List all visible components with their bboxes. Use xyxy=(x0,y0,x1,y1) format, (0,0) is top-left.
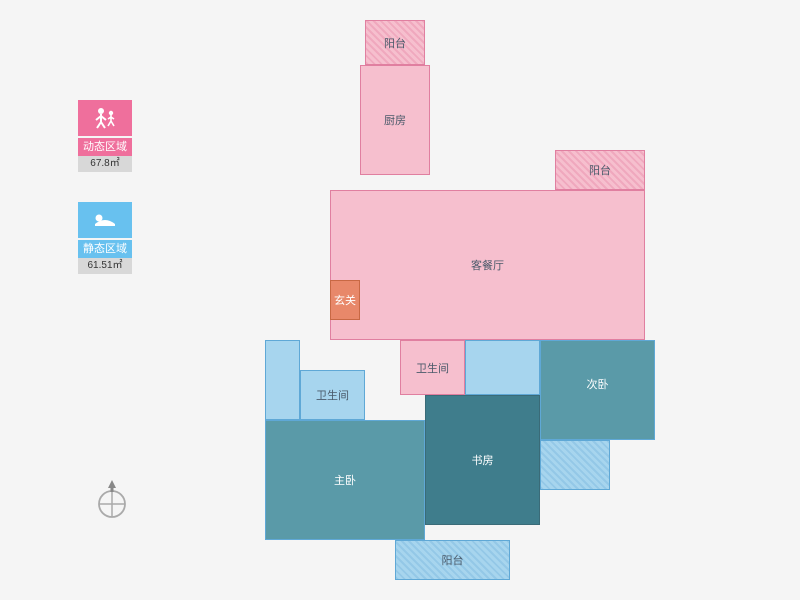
room-label-bath-blue: 卫生间 xyxy=(316,387,349,403)
room-label-second-bed: 次卧 xyxy=(587,376,609,392)
room-label-balcony-bottom: 阳台 xyxy=(442,552,464,568)
room-balcony-bottom: 阳台 xyxy=(395,540,510,580)
legend-item-dynamic: 动态区域 67.8㎡ xyxy=(78,100,132,172)
room-kitchen: 厨房 xyxy=(360,65,430,175)
legend-item-static: 静态区域 61.51㎡ xyxy=(78,202,132,274)
legend-panel: 动态区域 67.8㎡ 静态区域 61.51㎡ xyxy=(78,100,132,304)
room-bath-pink: 卫生间 xyxy=(400,340,465,395)
legend-dynamic-label: 动态区域 xyxy=(78,138,132,156)
legend-static-label: 静态区域 xyxy=(78,240,132,258)
rest-icon xyxy=(78,202,132,238)
room-label-entrance: 玄关 xyxy=(334,292,356,308)
room-corridor-blue xyxy=(465,340,540,395)
room-label-bath-pink: 卫生间 xyxy=(416,360,449,376)
room-study: 书房 xyxy=(425,395,540,525)
compass-icon xyxy=(95,480,129,525)
room-living: 客餐厅 xyxy=(330,190,645,340)
room-second-bed: 次卧 xyxy=(540,340,655,440)
room-balcony-top: 阳台 xyxy=(365,20,425,65)
room-entrance: 玄关 xyxy=(330,280,360,320)
room-master-bed: 主卧 xyxy=(265,420,425,540)
floorplan: 阳台厨房阳台客餐厅玄关卫生间卫生间次卧主卧书房阳台 xyxy=(265,20,725,580)
room-label-living: 客餐厅 xyxy=(471,257,504,273)
legend-static-value: 61.51㎡ xyxy=(78,258,132,274)
room-master-ext xyxy=(265,340,300,420)
room-label-master-bed: 主卧 xyxy=(334,472,356,488)
legend-dynamic-value: 67.8㎡ xyxy=(78,156,132,172)
room-label-balcony-top: 阳台 xyxy=(384,35,406,51)
room-label-study: 书房 xyxy=(472,452,494,468)
people-icon xyxy=(78,100,132,136)
room-label-balcony-right: 阳台 xyxy=(589,162,611,178)
room-balcony-right: 阳台 xyxy=(555,150,645,190)
room-label-kitchen: 厨房 xyxy=(384,112,406,128)
room-bath-blue: 卫生间 xyxy=(300,370,365,420)
room-second-bed-ext xyxy=(540,440,610,490)
